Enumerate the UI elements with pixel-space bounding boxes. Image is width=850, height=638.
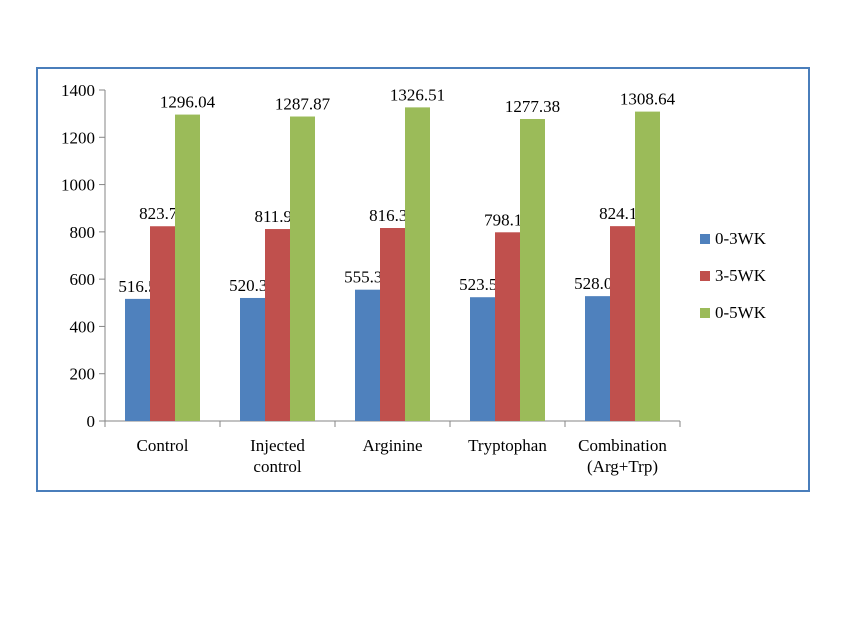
data-label: 1296.04 [160,93,216,112]
x-category-label: control [253,457,301,476]
data-label: 1326.51 [390,85,445,104]
data-label: 798.14 [484,210,531,229]
y-tick-label: 1200 [61,128,95,147]
bar[interactable] [585,296,610,421]
legend-label: 3-5WK [715,266,767,285]
x-category-label: Injected [250,436,305,455]
y-tick-label: 0 [87,412,96,431]
legend-label: 0-5WK [715,303,767,322]
data-label: 823.73 [139,204,186,223]
legend-swatch [700,234,710,244]
y-tick-label: 1400 [61,81,95,100]
y-tick-label: 800 [70,223,96,242]
data-label: 555.38 [344,268,391,287]
bar[interactable] [240,297,265,421]
bar[interactable] [635,111,660,422]
data-label: 523.59 [459,275,506,294]
data-label: 1308.64 [620,90,676,109]
bar[interactable] [265,229,290,421]
x-category-label: Control [137,436,189,455]
bar[interactable] [175,114,200,422]
legend-label: 0-3WK [715,229,767,248]
bar[interactable] [470,297,495,421]
y-tick-label: 200 [70,365,96,384]
data-label: 1277.38 [505,97,560,116]
data-label: 824.12 [599,204,646,223]
bar[interactable] [520,118,545,421]
data-label: 816.31 [369,206,416,225]
x-category-label: Arginine [362,436,422,455]
x-category-label: Combination [578,436,667,455]
bar[interactable] [290,116,315,421]
legend-swatch [700,271,710,281]
data-label: 520.38 [229,276,276,295]
y-tick-label: 400 [70,317,96,336]
y-tick-label: 1000 [61,176,95,195]
legend-swatch [700,308,710,318]
bar[interactable] [380,228,405,421]
data-label: 1287.87 [275,95,331,114]
data-label: 528.08 [574,274,621,293]
data-label: 811.91 [254,207,300,226]
bar[interactable] [150,226,175,421]
y-tick-label: 600 [70,270,96,289]
bar[interactable] [355,289,380,421]
bar[interactable] [495,232,520,421]
x-category-label: (Arg+Trp) [587,457,658,476]
data-label: 516.5 [118,277,156,296]
bar[interactable] [610,226,635,421]
x-category-label: Tryptophan [468,436,547,455]
bar[interactable] [125,298,150,421]
bar[interactable] [405,107,430,422]
